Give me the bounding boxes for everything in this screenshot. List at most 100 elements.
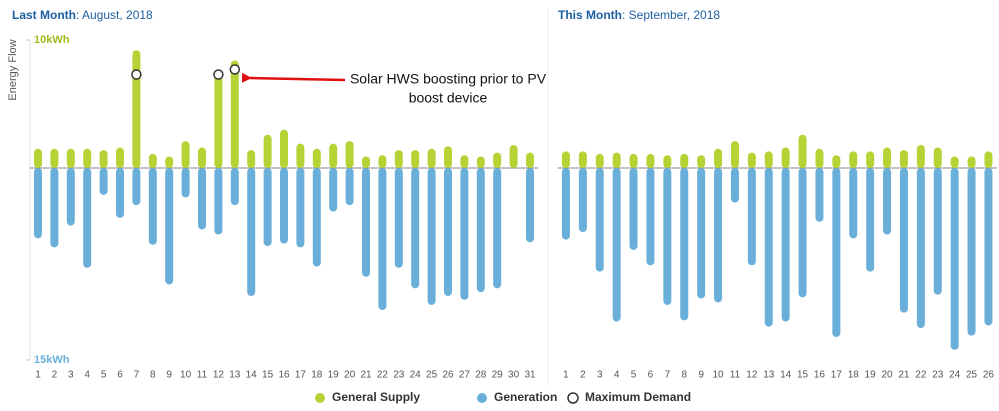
supply-bar <box>899 150 908 168</box>
supply-bar <box>99 150 108 168</box>
x-tick-label: 17 <box>295 370 307 381</box>
generation-bar <box>476 168 485 293</box>
generation-bar <box>612 168 621 322</box>
legend-label[interactable]: General Supply <box>332 390 420 404</box>
x-tick-label: 16 <box>278 370 290 381</box>
generation-bar <box>646 168 655 266</box>
x-tick-label: 3 <box>68 370 74 381</box>
x-tick-label: 21 <box>360 370 372 381</box>
x-tick-label: 26 <box>442 370 454 381</box>
generation-bar <box>394 168 403 268</box>
x-tick-label: 20 <box>344 370 356 381</box>
supply-bar <box>345 141 354 168</box>
generation-bar <box>832 168 841 337</box>
x-tick-label: 19 <box>865 370 877 381</box>
generation-bar <box>933 168 942 295</box>
supply-bar <box>460 155 469 168</box>
generation-bar <box>247 168 256 296</box>
generation-bar <box>83 168 92 268</box>
generation-bar <box>362 168 370 277</box>
x-tick-label: 13 <box>229 370 241 381</box>
generation-bar <box>296 168 305 248</box>
supply-bar <box>781 147 790 168</box>
supply-bar <box>612 152 621 168</box>
x-tick-label: 28 <box>475 370 487 381</box>
generation-bar <box>66 168 75 226</box>
supply-bar <box>883 147 892 168</box>
supply-bar <box>916 144 925 168</box>
x-tick-label: 8 <box>150 370 156 381</box>
generation-bar <box>329 168 338 212</box>
x-tick-label: 7 <box>665 370 671 381</box>
supply-bar <box>198 147 206 168</box>
annotation-arrow <box>241 72 346 83</box>
supply-bar <box>247 150 256 168</box>
generation-bar <box>866 168 875 272</box>
generation-bar <box>165 168 174 285</box>
x-tick-label: 17 <box>831 370 843 381</box>
supply-bar <box>629 153 638 168</box>
generation-bar <box>116 168 124 218</box>
supply-bar <box>509 144 518 168</box>
generation-bar <box>815 168 824 222</box>
generation-bar <box>764 168 773 327</box>
generation-bar <box>730 168 739 203</box>
x-tick-label: 18 <box>311 370 323 381</box>
x-tick-label: 15 <box>262 370 274 381</box>
max-demand-marker <box>213 69 224 80</box>
x-tick-label: 11 <box>730 370 741 381</box>
x-tick-label: 22 <box>915 370 927 381</box>
x-tick-label: 18 <box>848 370 860 381</box>
supply-bar <box>815 148 824 168</box>
x-tick-label: 6 <box>648 370 654 381</box>
generation-bar <box>460 168 469 300</box>
x-tick-label: 19 <box>328 370 340 381</box>
supply-bar <box>116 147 124 168</box>
generation-bar <box>714 168 723 303</box>
supply-bar <box>312 148 321 168</box>
legend-label[interactable]: Generation <box>494 390 557 404</box>
supply-bar <box>933 147 942 168</box>
x-tick-label: 9 <box>698 370 704 381</box>
supply-bar <box>296 143 305 168</box>
supply-bar <box>764 151 773 168</box>
generation-bar <box>595 168 604 272</box>
supply-bar <box>697 155 706 168</box>
x-tick-label: 15 <box>797 370 809 381</box>
y-axis-label: Energy Flow <box>7 39 19 100</box>
supply-bar <box>595 153 604 168</box>
generation-bar <box>230 168 239 206</box>
x-tick-label: 23 <box>393 370 405 381</box>
x-tick-label: 5 <box>101 370 107 381</box>
supply-bar <box>378 155 387 168</box>
supply-bar <box>476 156 485 168</box>
generation-bar <box>50 168 59 248</box>
generation-bar <box>526 168 534 243</box>
x-tick-label: 22 <box>377 370 389 381</box>
x-tick-label: 14 <box>780 370 792 381</box>
supply-bar <box>444 146 452 168</box>
generation-bar <box>99 168 108 195</box>
generation-bar <box>312 168 321 267</box>
generation-bar <box>697 168 706 299</box>
generation-bar <box>427 168 436 305</box>
x-tick-label: 14 <box>246 370 258 381</box>
x-tick-label: 9 <box>166 370 172 381</box>
y-tick-label: 10kWh <box>34 34 70 46</box>
legend-label[interactable]: Maximum Demand <box>585 390 691 404</box>
supply-bar <box>181 141 190 168</box>
supply-bar <box>263 134 272 168</box>
legend-swatch <box>315 393 325 403</box>
max-demand-marker <box>131 69 142 80</box>
supply-bar <box>165 156 174 168</box>
generation-bar <box>198 168 206 230</box>
x-tick-label: 4 <box>84 370 90 381</box>
x-tick-label: 2 <box>52 370 58 381</box>
supply-bar <box>34 148 42 168</box>
generation-bar <box>663 168 672 305</box>
chart-title: This Month <box>558 8 622 22</box>
supply-bar <box>680 153 689 168</box>
annotation: boost device <box>409 90 488 106</box>
x-tick-label: 29 <box>492 370 504 381</box>
